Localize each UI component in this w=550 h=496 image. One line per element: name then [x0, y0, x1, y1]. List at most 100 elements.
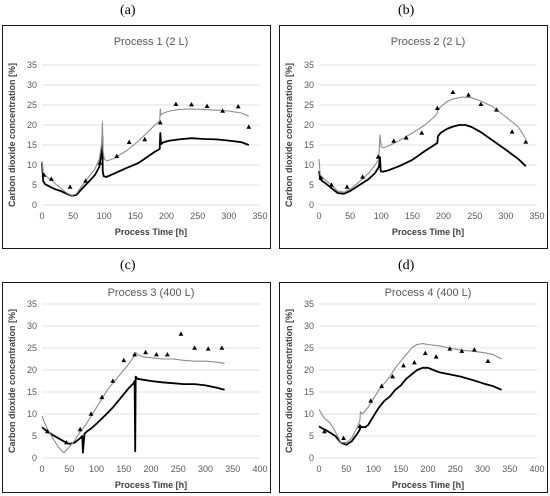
data-point-triangle [64, 440, 69, 445]
x-tick-label: 300 [221, 211, 236, 221]
y-tick-label: 5 [32, 180, 37, 190]
data-point-triangle [77, 426, 83, 432]
data-point-triangle [99, 394, 105, 400]
chart-title: Process 4 (400 L) [385, 287, 472, 299]
data-point-triangle [88, 411, 94, 416]
y-tick-label: 35 [304, 60, 314, 70]
data-point-triangle [83, 178, 88, 183]
x-axis-title: Process Time [h] [392, 480, 464, 490]
x-tick-label: 0 [39, 464, 44, 474]
x-tick-label: 200 [159, 211, 174, 221]
y-tick-label: 0 [32, 453, 37, 463]
data-point-triangle [379, 383, 385, 389]
y-tick-label: 5 [32, 431, 37, 441]
x-tick-label: 50 [68, 211, 78, 221]
data-point-triangle [422, 350, 428, 356]
data-point-triangle [523, 139, 529, 144]
data-point-triangle [466, 92, 471, 97]
x-tick-label: 350 [529, 211, 544, 221]
data-point-triangle [494, 107, 499, 112]
y-tick-label: 0 [32, 200, 37, 210]
x-tick-label: 250 [190, 211, 205, 221]
y-axis-title: Carbon dioxide concentration [%] [7, 63, 17, 207]
data-point-triangle [459, 348, 465, 353]
data-point-triangle [450, 89, 456, 94]
data-point-triangle [189, 102, 194, 107]
y-tick-label: 10 [27, 409, 37, 419]
data-point-triangle [434, 105, 440, 110]
x-tick-label: 350 [225, 464, 240, 474]
x-tick-label: 400 [529, 464, 544, 474]
series-line-grey [41, 351, 225, 454]
x-axis-title: Process Time [h] [115, 227, 187, 237]
y-tick-label: 0 [309, 453, 314, 463]
y-axis-title: Carbon dioxide concentration [%] [284, 309, 294, 453]
x-tick-label: 0 [316, 211, 321, 221]
data-point-triangle [205, 346, 211, 351]
data-point-triangle [48, 176, 54, 181]
data-point-triangle [246, 124, 252, 129]
data-point-triangle [143, 349, 148, 355]
series-line-black [318, 366, 502, 446]
data-point-triangle [419, 130, 425, 135]
data-point-triangle [509, 129, 515, 134]
data-point-triangle [173, 101, 179, 106]
data-point-triangle [391, 138, 397, 143]
y-tick-label: 20 [27, 365, 37, 375]
data-point-triangle [341, 435, 346, 440]
y-tick-label: 25 [304, 100, 314, 110]
data-point-triangle [471, 347, 477, 352]
y-tick-label: 25 [304, 343, 314, 353]
data-point-triangle [485, 358, 491, 363]
data-point-triangle [204, 103, 210, 108]
panel-label-b: (b) [398, 3, 415, 18]
chart-title: Process 3 (400 L) [108, 287, 195, 299]
y-tick-label: 5 [309, 431, 314, 441]
data-point-triangle [322, 429, 327, 434]
data-point-triangle [97, 160, 103, 165]
data-point-triangle [433, 354, 439, 359]
chart-frame [279, 282, 548, 493]
panel-label-c: (c) [120, 258, 136, 273]
chart-frame [279, 25, 548, 249]
y-tick-label: 20 [27, 120, 37, 130]
data-point-triangle [403, 135, 409, 140]
data-point-triangle [478, 101, 484, 106]
y-tick-label: 20 [304, 365, 314, 375]
data-point-triangle [45, 429, 50, 434]
data-point-triangle [126, 139, 132, 144]
y-tick-label: 35 [304, 299, 314, 309]
y-tick-label: 15 [27, 140, 37, 150]
data-point-triangle [157, 120, 163, 125]
x-tick-label: 300 [475, 464, 490, 474]
data-point-triangle [318, 175, 324, 180]
data-point-triangle [219, 345, 225, 350]
x-axis-title: Process Time [h] [115, 480, 187, 490]
data-point-triangle [164, 352, 170, 357]
x-tick-label: 300 [198, 464, 213, 474]
data-point-triangle [142, 136, 148, 142]
x-tick-label: 100 [89, 464, 104, 474]
chart-title: Process 2 (2 L) [391, 36, 466, 48]
x-tick-label: 250 [467, 211, 482, 221]
x-tick-label: 200 [420, 464, 435, 474]
data-point-triangle [329, 182, 334, 187]
x-tick-label: 300 [498, 211, 513, 221]
data-point-triangle [178, 331, 184, 336]
y-tick-label: 15 [27, 387, 37, 397]
x-tick-label: 150 [116, 464, 131, 474]
y-tick-label: 20 [304, 120, 314, 130]
x-tick-label: 350 [502, 464, 517, 474]
x-tick-label: 250 [171, 464, 186, 474]
data-point-triangle [132, 352, 138, 357]
data-point-triangle [401, 363, 406, 368]
data-point-triangle [390, 374, 395, 379]
x-tick-label: 0 [39, 211, 44, 221]
data-point-triangle [360, 174, 365, 179]
x-tick-label: 50 [345, 211, 355, 221]
series-line-black [41, 132, 250, 197]
y-axis-title: Carbon dioxide concentration [%] [284, 63, 294, 207]
series-line-black [318, 124, 527, 195]
y-tick-label: 15 [304, 387, 314, 397]
